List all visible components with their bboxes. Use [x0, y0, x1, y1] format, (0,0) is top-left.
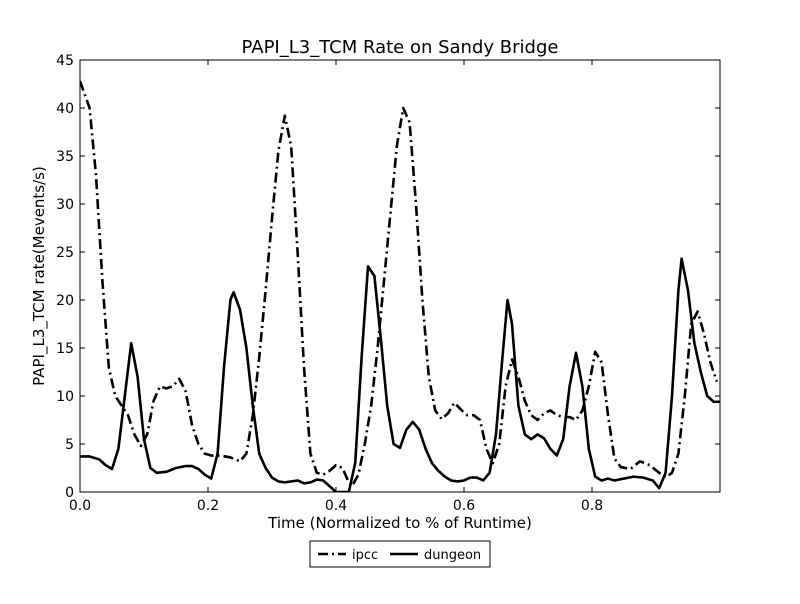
legend-label-ipcc: ipcc: [352, 548, 378, 563]
x-tick-label: 0.0: [69, 498, 91, 514]
y-tick-label: 30: [56, 197, 74, 213]
series-line-ipcc: [80, 80, 719, 488]
y-tick-label: 0: [65, 485, 74, 501]
x-tick-label: 0.8: [581, 498, 603, 514]
y-tick-label: 35: [56, 149, 74, 165]
plot-area: [79, 59, 721, 493]
legend-label-dungeon: dungeon: [424, 548, 481, 563]
chart-title: PAPI_L3_TCM Rate on Sandy Bridge: [242, 37, 559, 58]
x-tick-label: 0.4: [325, 498, 347, 514]
x-tick-label: 0.2: [197, 498, 219, 514]
x-axis: 0.0 0.2 0.4 0.6 0.8: [69, 60, 603, 514]
y-tick-label: 20: [56, 293, 74, 309]
plot-frame: [79, 59, 721, 493]
y-axis: 0 5 10 15 20 25 30 35 40 45: [56, 53, 720, 501]
x-tick-label: 0.6: [453, 498, 475, 514]
x-axis-label: Time (Normalized to % of Runtime): [267, 514, 532, 532]
y-axis-label: PAPI_L3_TCM rate(Mevents/s): [30, 166, 49, 386]
y-tick-label: 15: [56, 341, 74, 357]
y-tick-label: 25: [56, 245, 74, 261]
y-tick-label: 5: [65, 437, 74, 453]
y-tick-label: 10: [56, 389, 74, 405]
y-tick-label: 40: [56, 101, 74, 117]
y-tick-label: 45: [56, 53, 74, 69]
legend: ipcc dungeon: [309, 540, 491, 568]
series-line-dungeon: [80, 257, 720, 492]
